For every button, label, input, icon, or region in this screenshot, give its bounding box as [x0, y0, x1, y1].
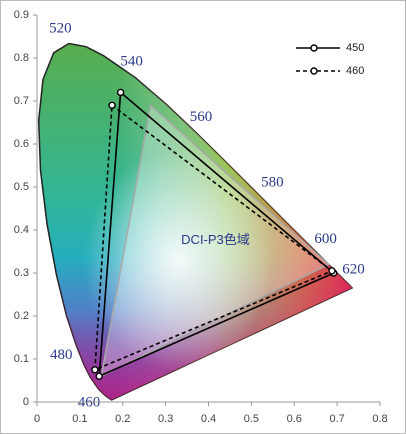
x-tick-label: 0.7 — [329, 413, 344, 425]
series-line — [98, 90, 336, 378]
marks: DCI-P3色域 — [91, 88, 338, 380]
wavelength-label: 580 — [261, 174, 284, 190]
axes: 0 0.1 0.2 0.3 0.4 0.5 0.6 0.7 0.8 0 0.1 0.2 0.3 0.4 0.… — [14, 9, 388, 425]
y-tick-label: 0 — [23, 396, 29, 408]
legend: 450 460 — [292, 36, 368, 82]
legend-label: 450 — [346, 42, 364, 54]
wavelength-label: 620 — [342, 262, 365, 278]
y-tick-label: 0.8 — [14, 52, 29, 64]
y-tick-label: 0.5 — [14, 181, 29, 193]
x-tick-label: 0.5 — [244, 413, 259, 425]
legend-marker — [310, 67, 318, 75]
wavelength-label: 480 — [50, 347, 73, 363]
vertex-marker — [91, 366, 99, 374]
x-tick-label: 0.6 — [287, 413, 302, 425]
x-tick-label: 0.4 — [201, 413, 216, 425]
wavelength-label: 460 — [78, 395, 101, 411]
wavelength-label: 540 — [120, 53, 143, 69]
y-tick-label: 0.2 — [14, 310, 29, 322]
wavelength-label: 560 — [190, 109, 213, 125]
vertex-marker — [108, 101, 116, 110]
reference-label: DCI-P3色域 — [181, 232, 250, 247]
legend-box — [292, 36, 368, 82]
vertex-marker — [328, 267, 336, 275]
legend-label: 460 — [346, 65, 364, 77]
x-tick-label: 0.3 — [158, 413, 173, 425]
legend-marker — [310, 44, 318, 52]
x-tick-label: 0.8 — [372, 413, 387, 425]
y-tick-label: 0.7 — [14, 95, 29, 107]
vertex-marker — [95, 372, 103, 380]
x-tick-label: 0 — [34, 413, 40, 425]
y-tick-label: 0.3 — [14, 267, 29, 279]
y-tick-label: 0.4 — [14, 224, 29, 236]
x-tick-label: 0.2 — [115, 413, 130, 425]
y-tick-label: 0.1 — [14, 353, 29, 365]
y-tick-label: 0.6 — [14, 138, 29, 150]
x-tick-label: 0.1 — [72, 413, 87, 425]
wavelength-label: 600 — [314, 231, 337, 247]
wavelength-label: 520 — [49, 20, 72, 36]
vertex-marker — [116, 88, 125, 97]
y-tick-label: 0.9 — [14, 9, 29, 21]
